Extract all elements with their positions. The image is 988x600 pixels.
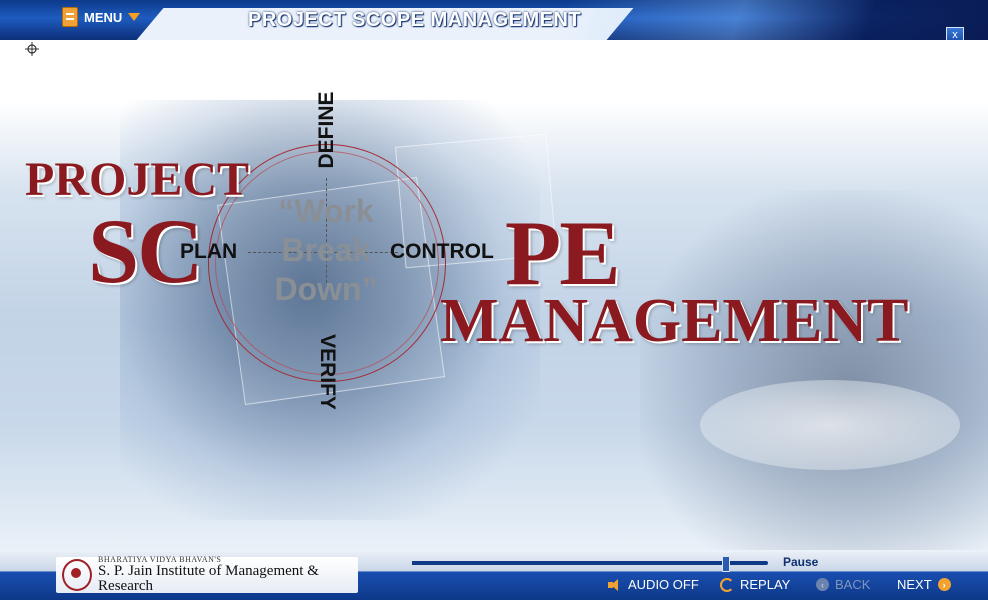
cycle-axis-vertical [326, 178, 327, 288]
seal-icon [62, 559, 93, 591]
replay-label: REPLAY [740, 577, 791, 592]
cycle-label-plan: PLAN [180, 240, 238, 263]
slide-stage [0, 40, 988, 552]
replay-icon [720, 577, 734, 592]
next-label: NEXT [897, 577, 932, 592]
menu-button[interactable]: MENU [52, 4, 150, 30]
cycle-label-define: DEFINE [315, 91, 338, 169]
work-breakdown-text: “Work Break Down” [262, 192, 390, 309]
page-title: PROJECT SCOPE MANAGEMENT [248, 9, 582, 31]
menu-label: MENU [84, 9, 123, 25]
next-button[interactable]: NEXT › [897, 577, 951, 592]
cycle-axis-horizontal [248, 252, 398, 253]
header-decoration [568, 0, 988, 40]
progress-handle[interactable] [722, 556, 731, 572]
back-label: BACK [835, 577, 871, 592]
close-button[interactable]: x [946, 27, 964, 44]
progress-track[interactable] [412, 556, 768, 572]
cycle-label-verify: VERIFY [316, 334, 339, 410]
title-word-management: MANAGEMENT [440, 287, 909, 355]
institute-logo: BHARATIYA VIDYA BHAVAN'S S. P. Jain Inst… [56, 555, 358, 594]
crosshair-icon [25, 42, 39, 56]
business-meeting-image [640, 190, 988, 550]
logo-name: S. P. Jain Institute of Management & Res… [98, 563, 319, 594]
chevron-down-icon [128, 13, 141, 21]
audio-label: AUDIO OFF [628, 577, 699, 592]
title-word-sc: SC [88, 200, 204, 302]
menu-icon [62, 7, 78, 27]
chevron-right-icon: › [937, 578, 951, 591]
top-bar: MENU [0, 0, 988, 40]
title-word-pe: PE [505, 202, 621, 304]
wbd-line: “Work [278, 193, 374, 229]
audio-toggle-button[interactable]: AUDIO OFF [608, 577, 699, 592]
title-word-project: PROJECT [25, 153, 250, 206]
meeting-table-image [700, 380, 960, 470]
back-button[interactable]: ‹ BACK [816, 577, 870, 592]
pause-button[interactable]: Pause [783, 555, 819, 569]
cycle-ring [208, 144, 446, 382]
replay-button[interactable]: REPLAY [720, 577, 790, 592]
logo-subtitle: BHARATIYA VIDYA BHAVAN'S [98, 555, 222, 564]
speaker-icon [608, 578, 622, 591]
wbd-line: Break [281, 232, 371, 268]
progress-fill [412, 561, 726, 565]
cycle-label-control: CONTROL [390, 240, 494, 263]
cycle-ring-inner [215, 151, 439, 375]
chevron-left-icon: ‹ [816, 578, 829, 591]
wbd-line: Down” [274, 271, 378, 307]
